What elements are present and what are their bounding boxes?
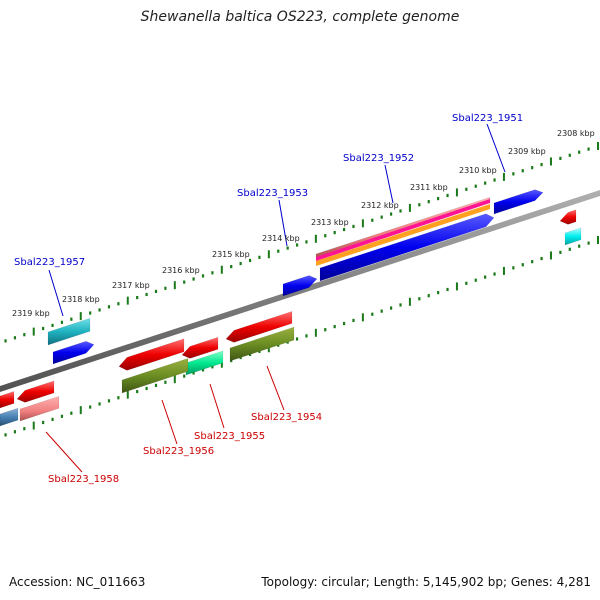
gene-arrow-sbal223-1955[interactable] — [181, 336, 219, 359]
gene-arrow-sbal223-1958-pink-shape[interactable] — [19, 395, 60, 422]
gene-arrow-sbal223-1951[interactable] — [493, 189, 544, 215]
genome-summary-text: Topology: circular; Length: 5,145,902 bp… — [261, 575, 591, 589]
backbone-band — [0, 190, 600, 392]
gene-arrow-sbal223-1954-shape[interactable] — [225, 311, 293, 343]
scale-label-2319: 2319 kbp — [12, 309, 50, 318]
gene-arrow-sbal223-1956[interactable] — [118, 338, 185, 371]
genome-backbone — [0, 190, 600, 392]
gene-arrow-left-steel[interactable] — [0, 407, 19, 427]
scale-label-2312: 2312 kbp — [361, 201, 399, 210]
feature-bar-orange[interactable] — [316, 204, 490, 266]
gene-arrow-sbal223-1958[interactable] — [16, 380, 55, 403]
scale-label-2311: 2311 kbp — [410, 183, 448, 192]
gene-label-sbal223-1953[interactable]: Sbal223_1953 — [237, 188, 308, 199]
gene-arrow-right-cyan[interactable] — [564, 227, 582, 246]
gene-arrow-left-red-shape[interactable] — [0, 391, 15, 409]
gene-arrow-sbal223-1954[interactable] — [225, 311, 293, 343]
gene-arrow-right-red[interactable] — [559, 209, 577, 225]
gene-label-sbal223-1951[interactable]: Sbal223_1951 — [452, 113, 523, 124]
gene-label-sbal223-1956[interactable]: Sbal223_1956 — [143, 446, 214, 457]
gene-arrow-sbal223-1953-shape[interactable] — [282, 275, 318, 297]
gene-arrow-sbal223-1957-shape[interactable] — [52, 340, 95, 365]
gene-arrow-sbal223-1957-teal-shape[interactable] — [47, 317, 91, 346]
leader-sbal223-1958 — [45, 431, 83, 473]
leader-sbal223-1951 — [486, 123, 506, 173]
scale-label-2316: 2316 kbp — [162, 266, 200, 275]
leader-sbal223-1956 — [161, 399, 178, 445]
gene-label-sbal223-1958[interactable]: Sbal223_1958 — [48, 474, 119, 485]
gene-arrow-sbal223-1956-shape[interactable] — [118, 338, 185, 371]
leader-sbal223-1953 — [278, 199, 288, 247]
gene-arrow-sbal223-1956-olive-shape[interactable] — [121, 358, 189, 394]
gene-arrow-sbal223-1958-pink[interactable] — [19, 395, 60, 422]
gene-arrow-sbal223-1956-olive[interactable] — [121, 358, 189, 394]
label-leaders — [45, 123, 506, 473]
gene-arrow-sbal223-1955-shape[interactable] — [181, 336, 219, 359]
gene-arrow-sbal223-1954-olive[interactable] — [229, 326, 295, 362]
gene-label-sbal223-1957[interactable]: Sbal223_1957 — [14, 257, 85, 268]
gene-arrow-left-steel-shape[interactable] — [0, 407, 19, 427]
map-title: Shewanella baltica OS223, complete genom… — [140, 9, 460, 25]
gene-arrow-sbal223-1951-shape[interactable] — [493, 189, 544, 215]
gene-arrow-sbal223-1957[interactable] — [52, 340, 95, 365]
gene-arrow-sbal223-1957-teal[interactable] — [47, 317, 91, 346]
leader-sbal223-1954 — [266, 365, 285, 411]
leader-sbal223-1955 — [209, 383, 225, 429]
gene-arrow-right-cyan-shape[interactable] — [564, 227, 582, 246]
gene-arrow-right-red-shape[interactable] — [559, 209, 577, 225]
leader-sbal223-1957 — [48, 269, 64, 317]
scale-label-2314: 2314 kbp — [262, 234, 300, 243]
scale-label-2318: 2318 kbp — [62, 295, 100, 304]
leader-sbal223-1952 — [384, 164, 394, 204]
scale-label-2313: 2313 kbp — [311, 218, 349, 227]
gene-label-sbal223-1955[interactable]: Sbal223_1955 — [194, 431, 265, 442]
gene-arrow-sbal223-1954-olive-shape[interactable] — [229, 326, 295, 362]
scale-label-2310: 2310 kbp — [459, 166, 497, 175]
accession-text: Accession: NC_011663 — [9, 575, 146, 589]
gene-label-sbal223-1952[interactable]: Sbal223_1952 — [343, 153, 414, 164]
feature-bar-magenta-fill — [316, 199, 490, 261]
scale-label-2317: 2317 kbp — [112, 281, 150, 290]
scale-label-2309: 2309 kbp — [508, 147, 546, 156]
gene-label-sbal223-1954[interactable]: Sbal223_1954 — [251, 412, 322, 423]
scale-label-2308: 2308 kbp — [557, 129, 595, 138]
gene-features — [0, 189, 582, 427]
gene-arrow-sbal223-1952[interactable] — [319, 213, 495, 282]
gene-labels: Sbal223_1951 Sbal223_1952 Sbal223_1953 S… — [14, 113, 523, 485]
gene-arrow-sbal223-1953[interactable] — [282, 275, 318, 297]
gene-arrow-sbal223-1952-shape[interactable] — [319, 213, 495, 282]
gene-arrow-left-red[interactable] — [0, 391, 15, 409]
scale-label-2315: 2315 kbp — [212, 250, 250, 259]
scale-labels: 2308 kbp 2309 kbp 2310 kbp 2311 kbp 2312… — [12, 129, 595, 318]
gene-arrow-sbal223-1958-shape[interactable] — [16, 380, 55, 403]
